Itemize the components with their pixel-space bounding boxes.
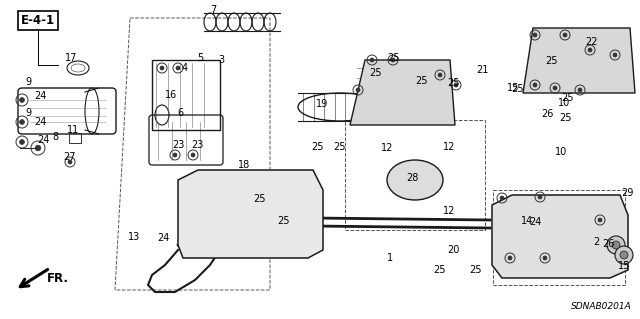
Text: 25: 25 bbox=[545, 56, 557, 66]
Text: 26: 26 bbox=[541, 109, 553, 119]
Text: 25: 25 bbox=[562, 93, 574, 103]
Bar bbox=[152, 60, 220, 130]
Circle shape bbox=[176, 66, 180, 70]
Text: 15: 15 bbox=[618, 261, 630, 271]
Circle shape bbox=[20, 120, 24, 124]
Circle shape bbox=[613, 53, 617, 57]
Circle shape bbox=[454, 83, 458, 87]
Circle shape bbox=[191, 153, 195, 157]
Text: 11: 11 bbox=[67, 125, 79, 135]
Text: 25: 25 bbox=[511, 84, 524, 94]
Text: 25: 25 bbox=[387, 53, 399, 63]
Text: 14: 14 bbox=[521, 216, 533, 226]
Circle shape bbox=[563, 33, 567, 37]
Text: 13: 13 bbox=[128, 232, 140, 242]
Polygon shape bbox=[350, 60, 455, 125]
Circle shape bbox=[588, 48, 592, 52]
Circle shape bbox=[20, 98, 24, 102]
Circle shape bbox=[598, 218, 602, 222]
Circle shape bbox=[391, 58, 395, 62]
Circle shape bbox=[160, 66, 164, 70]
Text: 27: 27 bbox=[64, 152, 76, 162]
Text: 25: 25 bbox=[333, 142, 346, 152]
Text: 24: 24 bbox=[34, 91, 46, 101]
Text: FR.: FR. bbox=[47, 272, 69, 286]
Text: 9: 9 bbox=[25, 77, 31, 87]
Text: 10: 10 bbox=[555, 147, 567, 157]
Circle shape bbox=[538, 195, 542, 199]
Text: 8: 8 bbox=[52, 132, 58, 142]
Text: 3: 3 bbox=[218, 55, 224, 65]
Text: 25: 25 bbox=[448, 78, 460, 88]
Text: 25: 25 bbox=[276, 216, 289, 226]
Circle shape bbox=[620, 251, 628, 259]
Text: 21: 21 bbox=[476, 65, 488, 75]
Text: 28: 28 bbox=[406, 173, 418, 183]
Polygon shape bbox=[523, 28, 635, 93]
Circle shape bbox=[438, 73, 442, 77]
Text: 1: 1 bbox=[387, 253, 393, 263]
Text: E-4-1: E-4-1 bbox=[21, 14, 55, 27]
Ellipse shape bbox=[387, 160, 443, 200]
Text: 7: 7 bbox=[210, 5, 216, 15]
Text: 26: 26 bbox=[602, 239, 614, 249]
Text: 17: 17 bbox=[65, 53, 77, 63]
Text: 6: 6 bbox=[177, 108, 183, 118]
Text: 24: 24 bbox=[157, 233, 169, 243]
Text: 15: 15 bbox=[507, 83, 519, 93]
Text: SDNAB0201A: SDNAB0201A bbox=[572, 302, 632, 311]
Circle shape bbox=[607, 236, 625, 254]
Text: 25: 25 bbox=[434, 265, 446, 275]
Text: 29: 29 bbox=[621, 188, 633, 198]
Circle shape bbox=[615, 246, 633, 264]
Text: 16: 16 bbox=[165, 90, 177, 100]
Circle shape bbox=[35, 145, 41, 151]
Circle shape bbox=[543, 256, 547, 260]
Bar bbox=[69, 133, 81, 143]
Circle shape bbox=[356, 88, 360, 92]
Text: 25: 25 bbox=[312, 142, 324, 152]
Text: 22: 22 bbox=[586, 37, 598, 47]
Text: 12: 12 bbox=[443, 142, 455, 152]
Text: 25: 25 bbox=[370, 68, 382, 78]
Text: 25: 25 bbox=[415, 76, 428, 86]
Text: 24: 24 bbox=[529, 217, 541, 227]
Text: 18: 18 bbox=[238, 160, 250, 170]
Circle shape bbox=[533, 83, 537, 87]
Text: 24: 24 bbox=[34, 117, 46, 127]
Text: 25: 25 bbox=[560, 113, 572, 123]
Circle shape bbox=[500, 196, 504, 200]
Polygon shape bbox=[178, 170, 323, 258]
Text: 5: 5 bbox=[197, 53, 203, 63]
Circle shape bbox=[173, 153, 177, 157]
Circle shape bbox=[508, 256, 512, 260]
Text: 25: 25 bbox=[468, 265, 481, 275]
Text: 24: 24 bbox=[37, 135, 49, 145]
Text: 4: 4 bbox=[182, 63, 188, 73]
Circle shape bbox=[68, 160, 72, 164]
Polygon shape bbox=[492, 195, 628, 278]
Text: 23: 23 bbox=[191, 140, 203, 150]
Text: 23: 23 bbox=[172, 140, 184, 150]
Text: 10: 10 bbox=[558, 98, 570, 108]
Circle shape bbox=[370, 58, 374, 62]
Circle shape bbox=[553, 86, 557, 90]
Circle shape bbox=[578, 88, 582, 92]
Text: 12: 12 bbox=[381, 143, 393, 153]
Text: 9: 9 bbox=[25, 108, 31, 118]
Circle shape bbox=[20, 140, 24, 145]
Text: 12: 12 bbox=[443, 206, 455, 216]
Circle shape bbox=[612, 241, 620, 249]
Text: 20: 20 bbox=[447, 245, 459, 255]
Text: 19: 19 bbox=[316, 99, 328, 109]
Text: 2: 2 bbox=[593, 237, 599, 247]
Circle shape bbox=[533, 33, 537, 37]
Text: 25: 25 bbox=[253, 194, 266, 204]
